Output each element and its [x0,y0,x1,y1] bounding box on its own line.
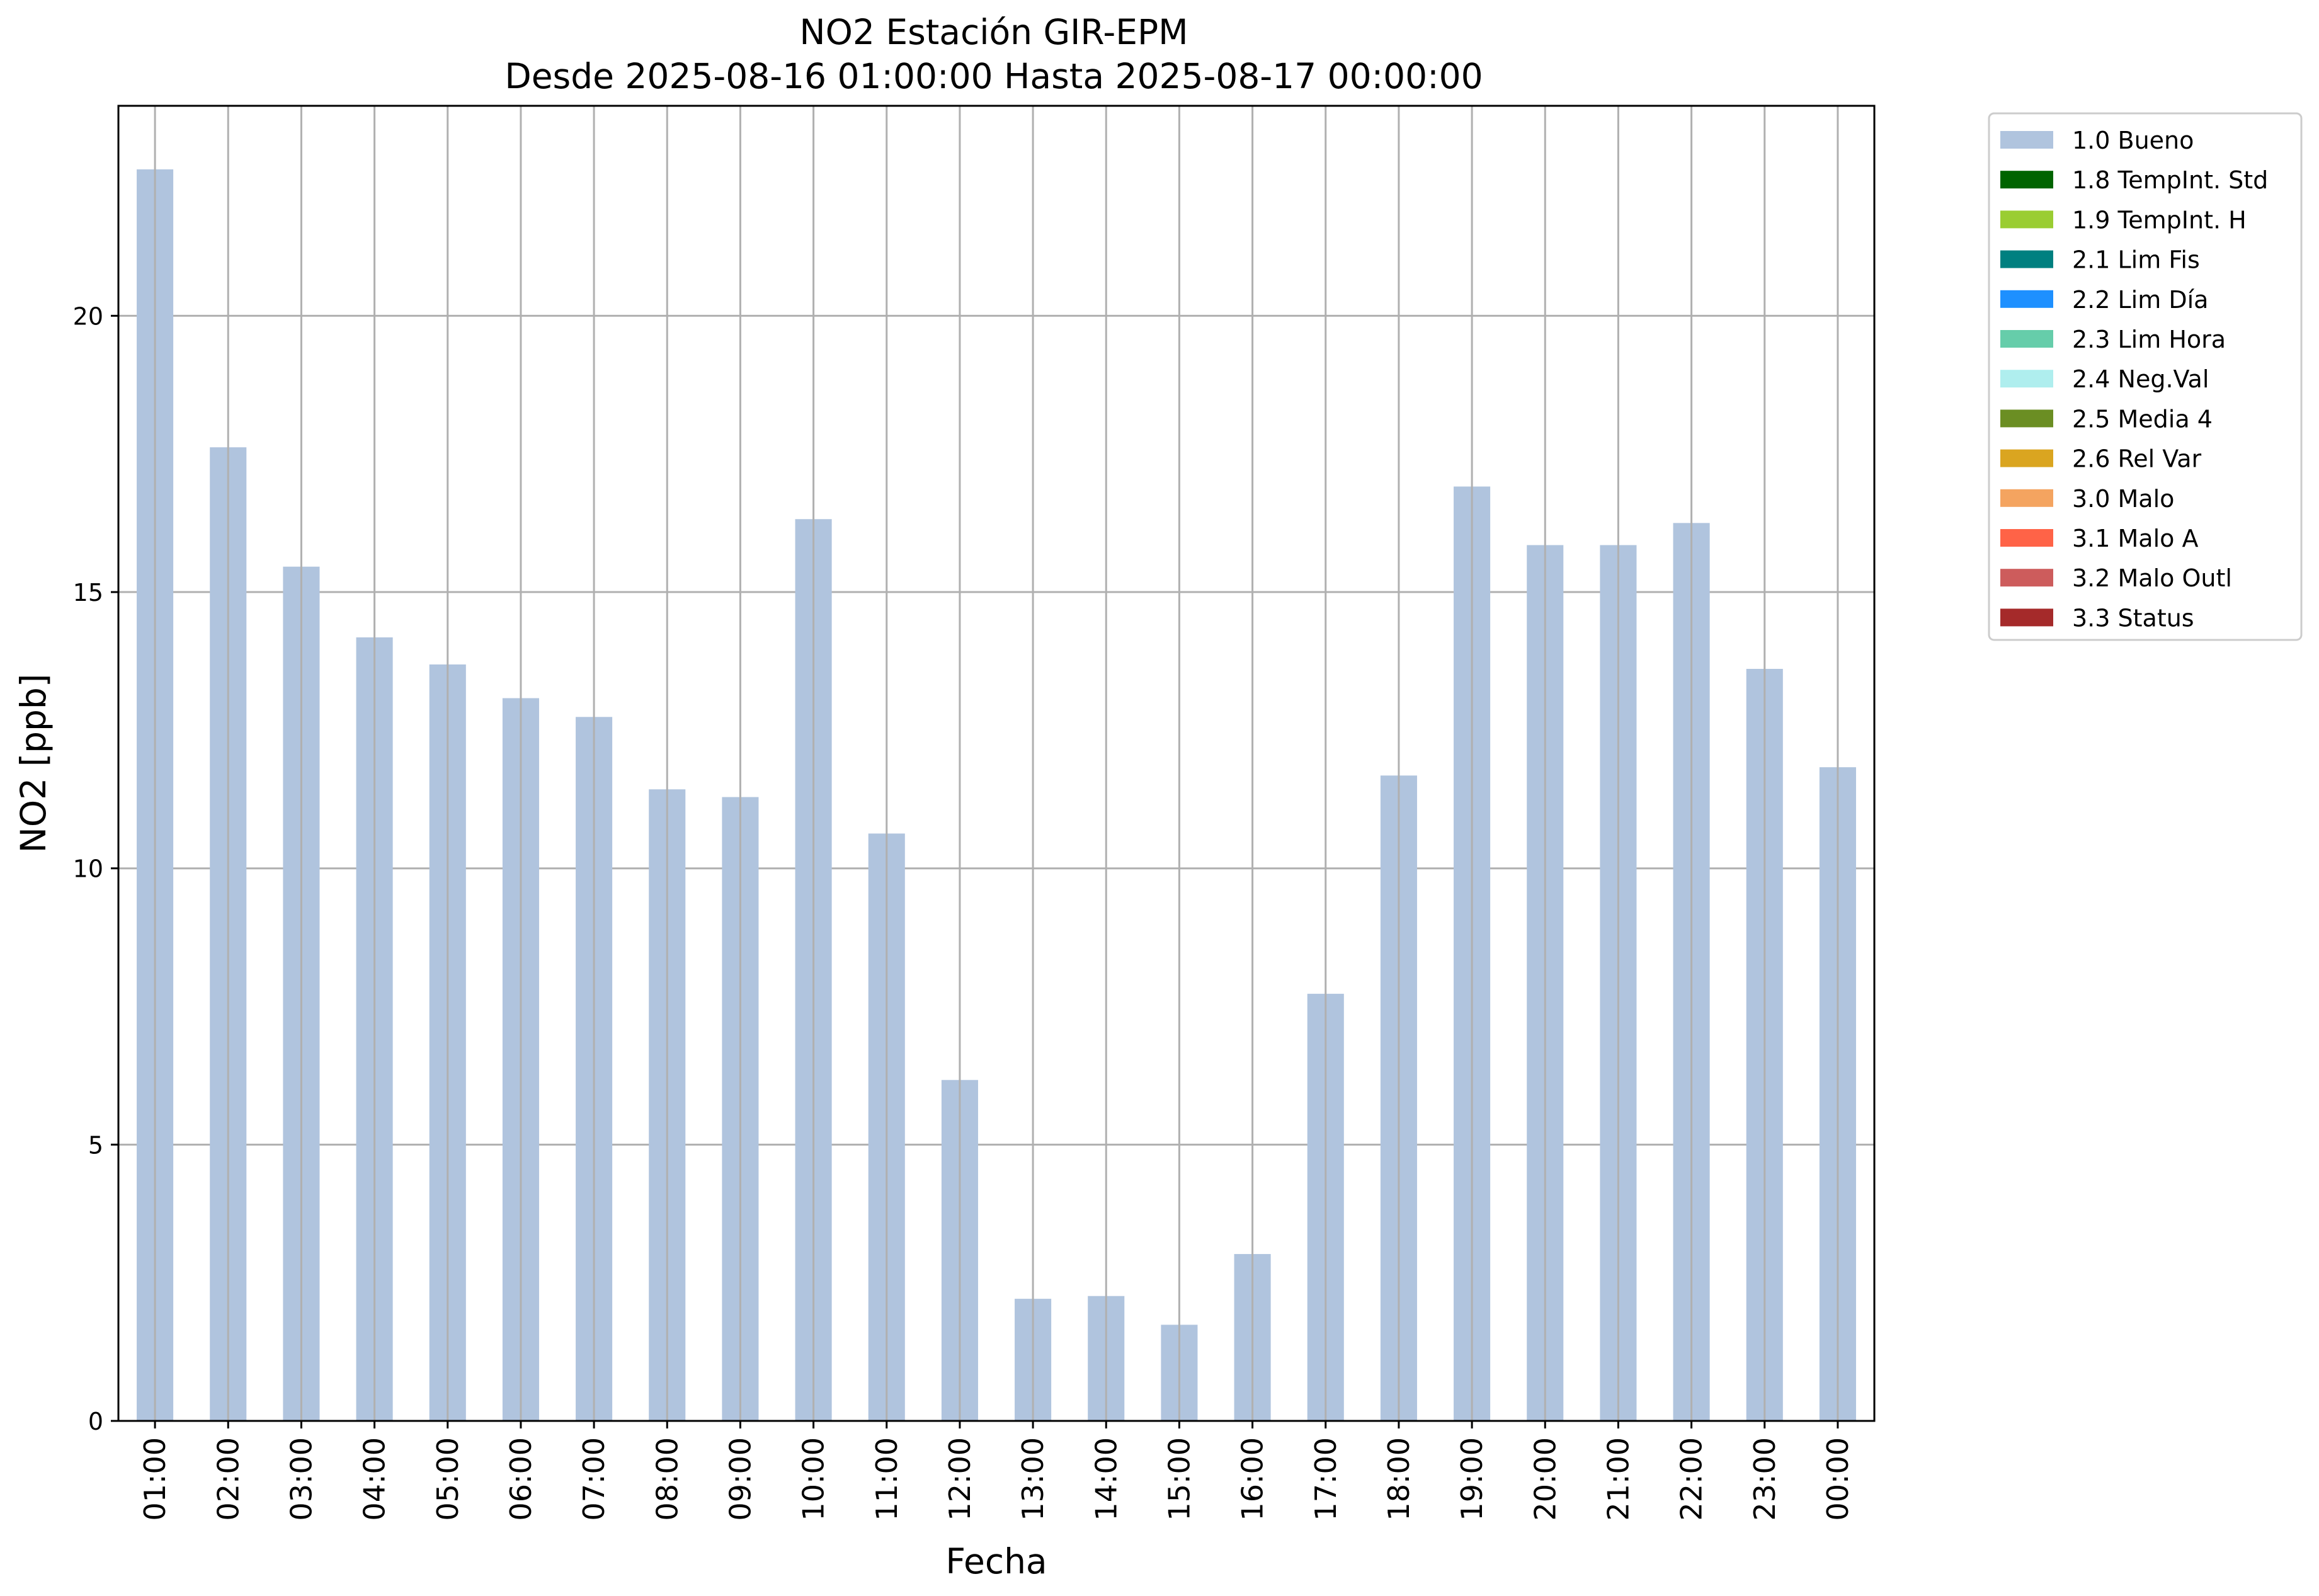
x-tick-label: 08:00 [650,1437,684,1521]
x-tick-label: 02:00 [211,1437,245,1521]
vertical-grid-lines [154,106,1839,1421]
y-tick-label: 20 [73,302,103,330]
legend-swatch [2000,250,2053,268]
y-axis-ticks: 0 5 10 15 20 [73,302,118,1435]
grid-lines [118,314,1874,1146]
legend-swatch [2000,409,2053,428]
legend-label: 2.5 Media 4 [2072,405,2213,433]
legend-swatch [2000,608,2053,627]
legend-swatch [2000,290,2053,308]
legend-swatch [2000,489,2053,507]
x-tick-label: 15:00 [1162,1437,1196,1521]
legend-label: 1.0 Bueno [2072,127,2194,154]
legend-label: 2.4 Neg.Val [2072,365,2209,393]
legend-swatch [2000,131,2053,149]
legend: 1.0 Bueno 1.8 TempInt. Std 1.9 TempInt. H 2… [1988,112,2303,641]
legend-label: 3.3 Status [2072,604,2194,632]
legend-label: 2.1 Lim Fis [2072,246,2200,274]
x-tick-label: 23:00 [1748,1437,1782,1521]
x-tick-label: 09:00 [723,1437,757,1521]
legend-items: 1.0 Bueno 1.8 TempInt. Std 1.9 TempInt. H 2… [2000,127,2268,632]
legend-swatch [2000,330,2053,348]
x-tick-label: 18:00 [1382,1437,1416,1521]
x-tick-label: 01:00 [138,1437,172,1521]
x-tick-label: 03:00 [284,1437,318,1521]
chart-subtitle: Desde 2025-08-16 01:00:00 Hasta 2025-08-… [504,56,1483,96]
x-tick-label: 00:00 [1821,1437,1855,1521]
x-tick-label: 06:00 [504,1437,538,1521]
x-axis-ticks: 01:00 02:00 03:00 04:00 05:00 06:00 07:00 08:00… [138,1421,1855,1521]
legend-label: 1.9 TempInt. H [2072,206,2247,234]
legend-swatch [2000,210,2053,229]
y-tick-label: 15 [73,579,103,607]
legend-label: 1.8 TempInt. Std [2072,166,2268,194]
y-tick-label: 5 [88,1131,103,1159]
y-tick-label: 10 [73,855,103,883]
x-tick-label: 17:00 [1309,1437,1343,1521]
x-tick-label: 12:00 [943,1437,977,1521]
x-tick-label: 22:00 [1675,1437,1709,1521]
legend-swatch [2000,529,2053,547]
x-tick-label: 19:00 [1455,1437,1489,1521]
x-tick-label: 16:00 [1236,1437,1270,1521]
y-tick-label: 0 [88,1408,103,1435]
plot-frame [117,105,1876,1422]
legend-label: 3.1 Malo A [2072,525,2198,552]
legend-swatch [2000,370,2053,388]
legend-swatch [2000,569,2053,587]
legend-swatch [2000,449,2053,467]
x-axis-label: Fecha [945,1541,1047,1582]
legend-label: 2.6 Rel Var [2072,445,2202,473]
legend-label: 3.2 Malo Outl [2072,564,2232,592]
x-tick-label: 20:00 [1528,1437,1562,1521]
legend-label: 3.0 Malo [2072,485,2174,513]
x-tick-label: 21:00 [1601,1437,1635,1521]
x-tick-label: 10:00 [797,1437,831,1521]
x-tick-label: 05:00 [431,1437,465,1521]
x-tick-label: 11:00 [870,1437,904,1521]
x-tick-label: 04:00 [358,1437,392,1521]
legend-label: 2.3 Lim Hora [2072,326,2226,353]
x-tick-label: 13:00 [1016,1437,1050,1521]
x-tick-label: 14:00 [1089,1437,1123,1521]
legend-label: 2.2 Lim Día [2072,286,2208,314]
x-tick-label: 07:00 [577,1437,611,1521]
legend-swatch [2000,171,2053,189]
chart-title: NO2 Estación GIR-EPM [799,12,1188,52]
legend-frame [1988,112,2303,641]
y-axis-label: NO2 [ppb] [13,674,54,853]
